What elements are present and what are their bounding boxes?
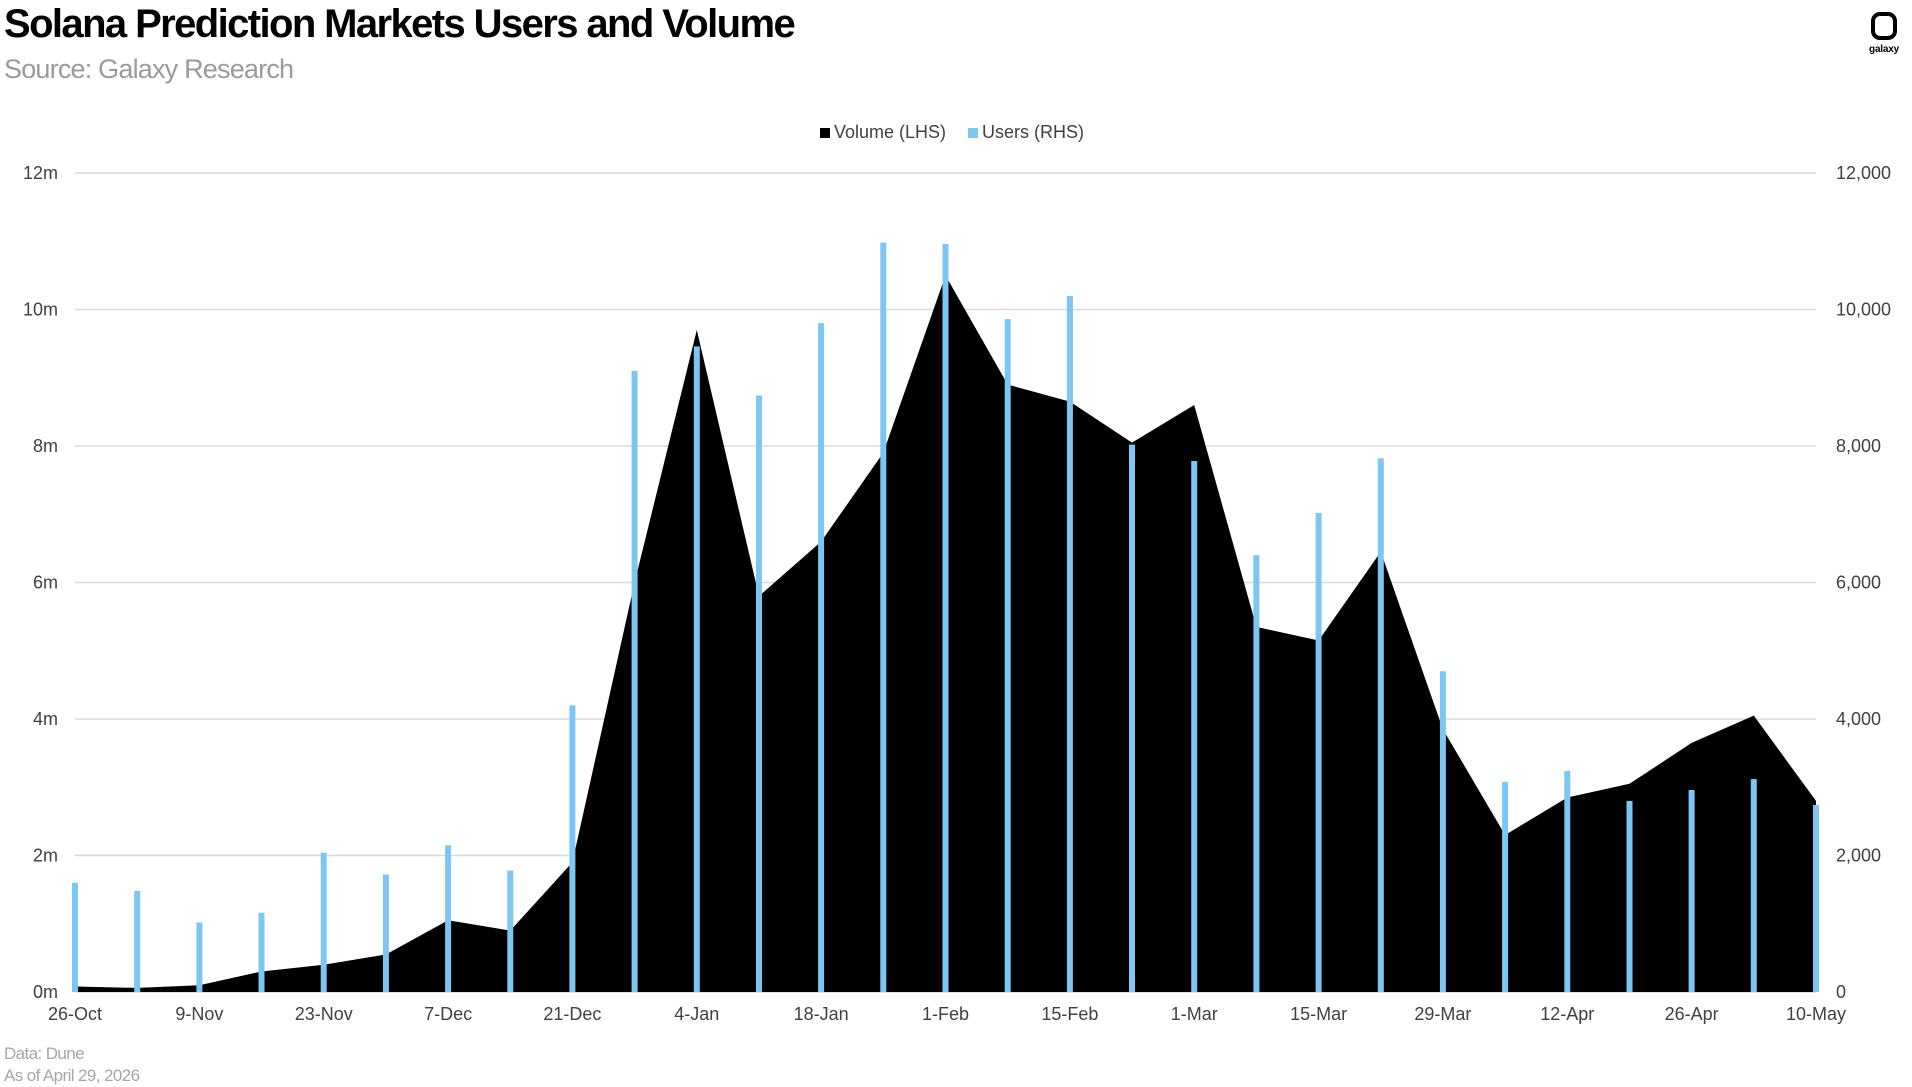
y-left-tick-label: 4m <box>33 709 58 729</box>
users-bar <box>569 705 576 992</box>
y-left-tick-label: 8m <box>33 436 58 456</box>
y-right-tick-label: 8,000 <box>1836 436 1881 456</box>
users-bar <box>1626 800 1633 992</box>
users-bar <box>134 891 141 992</box>
users-bar <box>880 242 887 993</box>
y-left-tick-label: 2m <box>33 846 58 866</box>
users-bar <box>382 874 389 992</box>
users-bar-layer <box>72 242 1819 993</box>
users-bar <box>756 395 762 992</box>
x-tick-label: 9-Nov <box>175 1004 223 1024</box>
users-bar <box>320 852 327 992</box>
users-bar <box>72 882 78 992</box>
x-tick-label: 12-Apr <box>1540 1004 1594 1024</box>
users-bar <box>631 370 638 992</box>
galaxy-logo: galaxy <box>1864 12 1904 55</box>
users-bar <box>1191 461 1198 992</box>
users-bar <box>818 323 825 993</box>
x-tick-label: 29-Mar <box>1414 1004 1471 1024</box>
x-tick-label: 15-Feb <box>1041 1004 1098 1024</box>
users-bar <box>1813 805 1819 992</box>
y-right-tick-label: 0 <box>1836 982 1846 1002</box>
y-right-tick-label: 6,000 <box>1836 573 1881 593</box>
y-left-tick-label: 10m <box>23 300 58 320</box>
legend-item-users: Users (RHS) <box>968 122 1084 143</box>
footer-as-of: As of April 29, 2026 <box>4 1066 140 1085</box>
users-bar <box>942 244 949 992</box>
x-tick-label: 7-Dec <box>424 1004 472 1024</box>
users-bar <box>1688 790 1695 992</box>
axis-labels: 0m 0 2m 2,000 4m 4,000 6m 6,000 8m 8,000 10m 10,000… <box>23 163 1891 1024</box>
x-tick-label: 1-Mar <box>1171 1004 1218 1024</box>
x-tick-label: 21-Dec <box>543 1004 601 1024</box>
y-right-tick-label: 2,000 <box>1836 846 1881 866</box>
users-bar <box>445 845 452 992</box>
users-bar <box>1253 555 1260 992</box>
x-tick-label: 1-Feb <box>922 1004 969 1024</box>
legend-swatch-volume <box>820 127 830 138</box>
legend-label-users: Users (RHS) <box>982 122 1085 142</box>
x-tick-label: 15-Mar <box>1290 1004 1347 1024</box>
y-left-tick-label: 6m <box>33 573 58 593</box>
legend-item-volume: Volume (LHS) <box>820 122 946 143</box>
users-bar <box>258 912 265 992</box>
legend-label-volume: Volume (LHS) <box>834 122 947 142</box>
x-tick-label: 26-Oct <box>48 1004 102 1024</box>
users-bar <box>1439 671 1446 992</box>
chart-subtitle: Source: Galaxy Research <box>4 54 294 84</box>
legend-swatch-users <box>968 127 979 138</box>
chart-title: Solana Prediction Markets Users and Volu… <box>4 2 796 46</box>
users-bar <box>507 870 514 992</box>
y-right-tick-label: 10,000 <box>1836 300 1891 320</box>
users-bar <box>1315 512 1322 992</box>
x-tick-label: 26-Apr <box>1665 1004 1719 1024</box>
users-bar <box>1129 444 1135 993</box>
users-bar <box>1564 770 1571 992</box>
y-left-tick-label: 0m <box>33 982 58 1002</box>
y-right-tick-label: 12,000 <box>1836 163 1891 183</box>
x-tick-label: 10-May <box>1786 1004 1846 1024</box>
users-bar <box>1502 781 1509 992</box>
galaxy-logo-text: galaxy <box>1869 44 1899 55</box>
users-bar <box>1004 319 1011 993</box>
chart-legend: Volume (LHS) Users (RHS) <box>820 122 1106 143</box>
users-bar <box>1377 458 1384 992</box>
galaxy-logo-icon <box>1871 12 1897 40</box>
users-bar <box>693 346 700 992</box>
y-left-tick-label: 12m <box>23 163 58 183</box>
users-bar <box>1750 779 1757 992</box>
x-tick-label: 4-Jan <box>674 1004 719 1024</box>
users-bar <box>1066 295 1073 992</box>
chart-plot: 0m 0 2m 2,000 4m 4,000 6m 6,000 8m 8,000 10m 10,000… <box>23 163 1891 1024</box>
footer-data-source: Data: Dune <box>4 1044 85 1063</box>
users-bar <box>196 922 203 992</box>
x-tick-label: 23-Nov <box>295 1004 353 1024</box>
x-tick-label: 18-Jan <box>794 1004 849 1024</box>
y-right-tick-label: 4,000 <box>1836 709 1881 729</box>
